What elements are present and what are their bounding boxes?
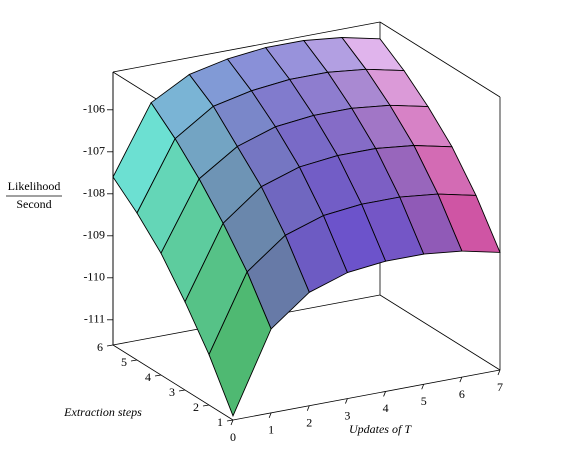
z-label: Likelihood Second [6, 179, 62, 211]
z-tick-label: -108 [83, 186, 105, 200]
box-edge [112, 21, 381, 73]
z-label-numerator: Likelihood [8, 179, 61, 193]
y-tick [202, 404, 210, 407]
y-tick-label: 3 [169, 385, 175, 399]
x-tick-label: 1 [268, 423, 274, 437]
x-tick [383, 391, 386, 397]
x-tick [306, 405, 310, 411]
box-edge [379, 294, 501, 371]
x-tick-label: 6 [459, 387, 465, 401]
x-tick-label: 2 [306, 415, 312, 429]
x-tick [421, 384, 425, 390]
z-tick-label: -106 [83, 102, 105, 116]
z-tick-label: -107 [83, 144, 105, 158]
x-tick [459, 376, 463, 383]
box-edge [379, 21, 501, 98]
surface-patch [208, 270, 272, 417]
y-tick-label: 1 [217, 415, 223, 429]
box-edge [232, 369, 501, 421]
x-tick-label: 5 [421, 394, 427, 408]
y-tick [130, 359, 138, 362]
y-axis-label: Extraction steps [63, 405, 142, 419]
z-tick-label: -110 [83, 270, 105, 284]
y-tick-label: 2 [193, 400, 199, 414]
y-tick [154, 374, 162, 377]
z-tick-label: -111 [84, 312, 105, 326]
x-tick [497, 369, 501, 376]
y-tick-label: 4 [145, 370, 151, 384]
x-tick [268, 412, 272, 419]
x-tick-label: 7 [497, 380, 503, 394]
y-tick [178, 389, 186, 392]
x-tick-label: 4 [383, 401, 389, 415]
z-label-denominator: Second [16, 197, 51, 211]
y-tick-label: 5 [121, 355, 127, 369]
y-tick [226, 419, 234, 422]
box-edge [112, 344, 234, 421]
y-tick [106, 344, 114, 347]
z-tick-label: -109 [83, 228, 105, 242]
y-tick-label: 6 [97, 340, 103, 354]
x-tick [230, 419, 234, 426]
x-tick-label: 3 [344, 408, 350, 422]
x-axis-label: Updates of T [349, 422, 412, 436]
x-tick [345, 398, 348, 404]
x-tick-label: 0 [230, 430, 236, 444]
